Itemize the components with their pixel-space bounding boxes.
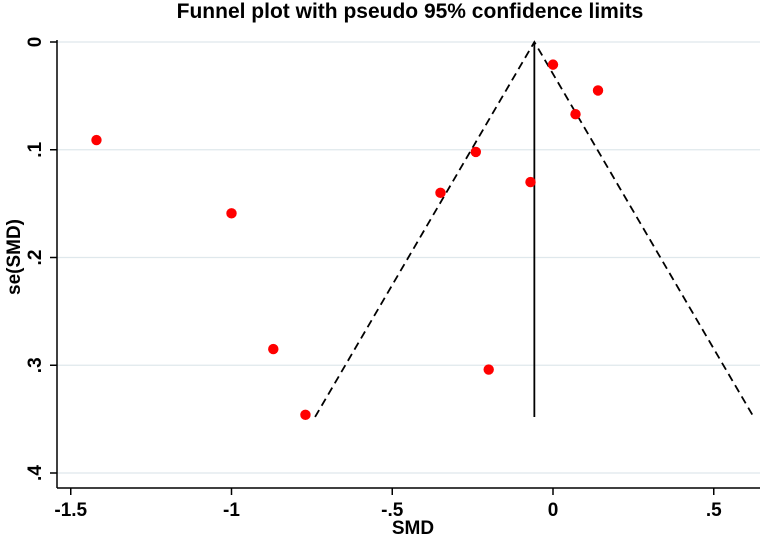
- data-point: [525, 176, 536, 188]
- data-point: [547, 59, 559, 70]
- data-point: [483, 364, 494, 375]
- y-tick-label: .2: [25, 250, 46, 266]
- y-axis-ticks: 0 .1 .2 .3 .4: [25, 37, 57, 481]
- data-points: [91, 59, 604, 421]
- y-tick-label: 0: [25, 37, 46, 48]
- data-point: [226, 208, 237, 219]
- x-axis-title: SMD: [392, 518, 434, 536]
- data-point: [300, 409, 311, 421]
- y-tick-label: .3: [25, 357, 46, 373]
- data-point: [268, 343, 279, 355]
- data-point: [592, 85, 604, 96]
- y-tick-label: .4: [25, 465, 46, 481]
- data-point: [435, 187, 446, 199]
- chart-title: Funnel plot with pseudo 95% confidence l…: [177, 0, 644, 23]
- x-tick-label: -.5: [381, 500, 404, 521]
- data-point: [570, 108, 581, 120]
- x-axis-ticks: -1.5 -1 -.5 0 .5: [54, 488, 722, 521]
- y-tick-label: .1: [25, 141, 46, 157]
- x-tick-label: .5: [706, 500, 722, 521]
- x-tick-label: -1.5: [54, 500, 87, 521]
- x-tick-label: -1: [223, 500, 240, 521]
- data-point: [91, 134, 102, 146]
- y-axis-title: se(SMD): [4, 219, 25, 295]
- x-tick-label: 0: [548, 500, 559, 521]
- data-point: [470, 146, 482, 158]
